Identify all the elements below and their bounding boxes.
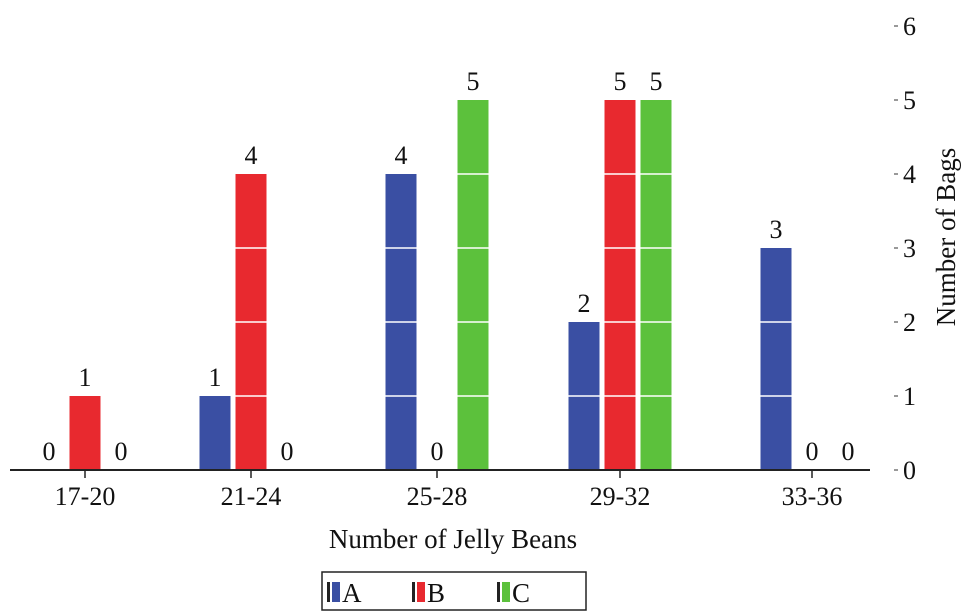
legend-swatch-c: [497, 582, 510, 602]
data-label-c-33-36: 0: [842, 437, 855, 466]
legend-label-b: B: [427, 578, 445, 608]
y-tick-label-4: 4: [903, 160, 916, 189]
y-tick-label-6: 6: [903, 12, 916, 41]
legend-swatch-b: [412, 582, 425, 602]
bar-a-21-24: [199, 396, 231, 470]
x-tick-label-33-36: 33-36: [782, 482, 843, 511]
data-label-c-25-28: 5: [467, 67, 480, 96]
data-label-c-17-20: 0: [115, 437, 128, 466]
data-label-a-25-28: 4: [395, 141, 408, 170]
legend-label-a: A: [342, 578, 362, 608]
bar-c-29-32: [640, 100, 672, 470]
y-axis-title: Number of Bags: [931, 148, 961, 326]
x-axis-title: Number of Jelly Beans: [329, 524, 577, 554]
y-tick-label-2: 2: [903, 308, 916, 337]
legend-label-c: C: [512, 578, 530, 608]
data-label-b-25-28: 0: [431, 437, 444, 466]
x-tick-label-17-20: 17-20: [55, 482, 116, 511]
bar-a-33-36: [760, 248, 792, 470]
data-label-c-29-32: 5: [650, 67, 663, 96]
data-label-b-33-36: 0: [806, 437, 819, 466]
legend-swatch-a: [327, 582, 340, 602]
legend: A B C: [321, 571, 587, 611]
y-tick-label-1: 1: [903, 382, 916, 411]
x-tick-label-29-32: 29-32: [590, 482, 651, 511]
data-label-b-17-20: 1: [79, 363, 92, 392]
data-label-a-21-24: 1: [209, 363, 222, 392]
legend-box: [321, 571, 587, 611]
data-label-b-29-32: 5: [614, 67, 627, 96]
y-tick-label-5: 5: [903, 86, 916, 115]
y-axis-ticks: 0 1 2 3 4 5 6: [894, 12, 916, 485]
data-label-a-17-20: 0: [43, 437, 56, 466]
data-label-c-21-24: 0: [281, 437, 294, 466]
x-tick-label-25-28: 25-28: [407, 482, 468, 511]
bar-b-29-32: [604, 100, 636, 470]
x-tick-label-21-24: 21-24: [221, 482, 282, 511]
bars-layer: [69, 100, 792, 470]
bar-b-17-20: [69, 396, 101, 470]
y-tick-label-3: 3: [903, 234, 916, 263]
data-label-a-29-32: 2: [578, 289, 591, 318]
bar-c-25-28: [457, 100, 489, 470]
data-label-b-21-24: 4: [245, 141, 258, 170]
y-tick-label-0: 0: [903, 456, 916, 485]
x-axis-ticks: 17-20 21-24 25-28 29-32 33-36: [55, 470, 843, 511]
data-label-a-33-36: 3: [770, 215, 783, 244]
